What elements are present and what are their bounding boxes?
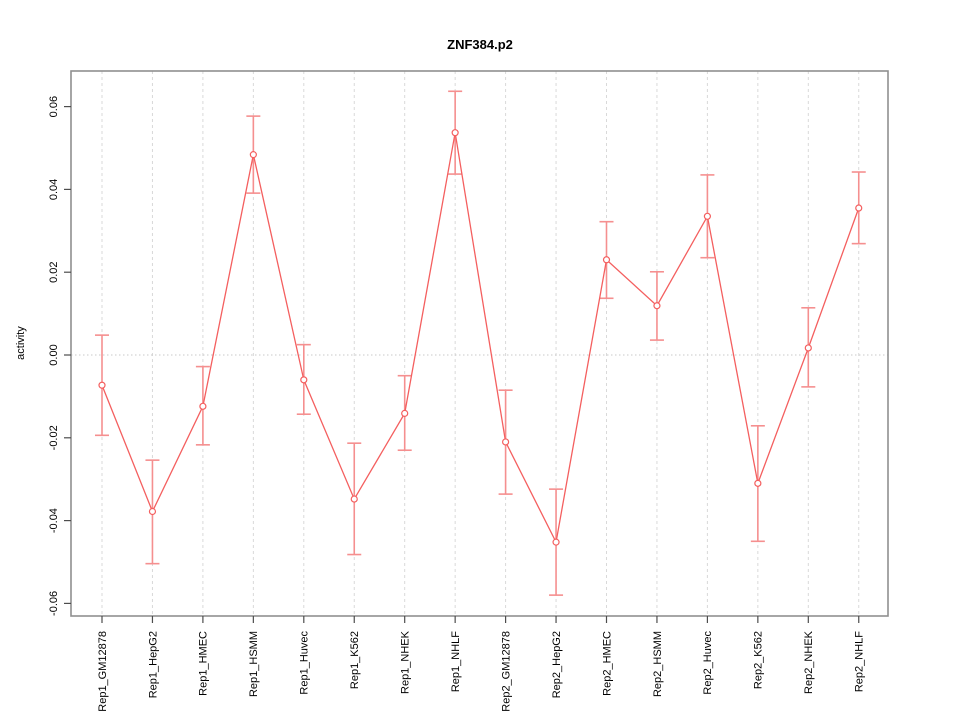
x-tick-label: Rep2_NHEK [803,630,815,694]
chart-title: ZNF384.p2 [447,37,513,52]
x-tick-label: Rep2_NHLF [854,631,866,692]
data-point-marker [98,381,106,389]
y-tick-label: 0.00 [48,344,60,365]
data-point-marker [502,438,510,446]
x-tick-label: Rep1_NHLF [450,631,462,692]
data-point-marker [754,479,762,487]
data-point-marker [653,302,661,310]
y-tick-label: 0.04 [48,179,60,200]
x-tick-label: Rep2_HepG2 [551,631,563,698]
data-point-marker [703,212,712,220]
data-point-marker [148,507,157,516]
data-point-marker [249,151,257,159]
data-point-marker [350,495,358,503]
data-point-marker [855,204,863,212]
y-tick-label: -0.04 [48,508,60,533]
y-tick-label: 0.06 [48,96,60,117]
x-tick-label: Rep2_Huvec [702,631,714,695]
x-tick-label: Rep2_HMEC [601,631,613,696]
data-point-marker [451,129,459,137]
x-tick-label: Rep1_GM12878 [97,631,109,712]
y-tick-label: -0.02 [48,425,60,450]
x-tick-label: Rep1_HMEC [198,631,210,696]
data-point-marker [199,402,207,410]
x-tick-label: Rep1_Huvec [299,631,311,695]
x-tick-label: Rep2_HSMM [652,631,664,697]
data-point-marker [552,538,560,546]
y-tick-label: 0.02 [48,261,60,282]
data-point-marker [804,344,812,352]
data-point-marker [602,256,611,264]
x-tick-label: Rep1_K562 [349,631,361,689]
x-tick-label: Rep2_K562 [753,631,765,689]
y-tick-label: -0.06 [48,591,60,616]
series-line [101,132,860,545]
x-tick-label: Rep1_HepG2 [147,631,159,698]
x-tick-label: Rep1_NHEK [400,630,412,694]
data-point-marker [401,409,409,417]
data-point-marker [300,376,308,384]
x-tick-label: Rep1_HSMM [248,631,260,697]
plot-border [70,70,889,617]
x-tick-label: Rep2_GM12878 [500,631,512,712]
